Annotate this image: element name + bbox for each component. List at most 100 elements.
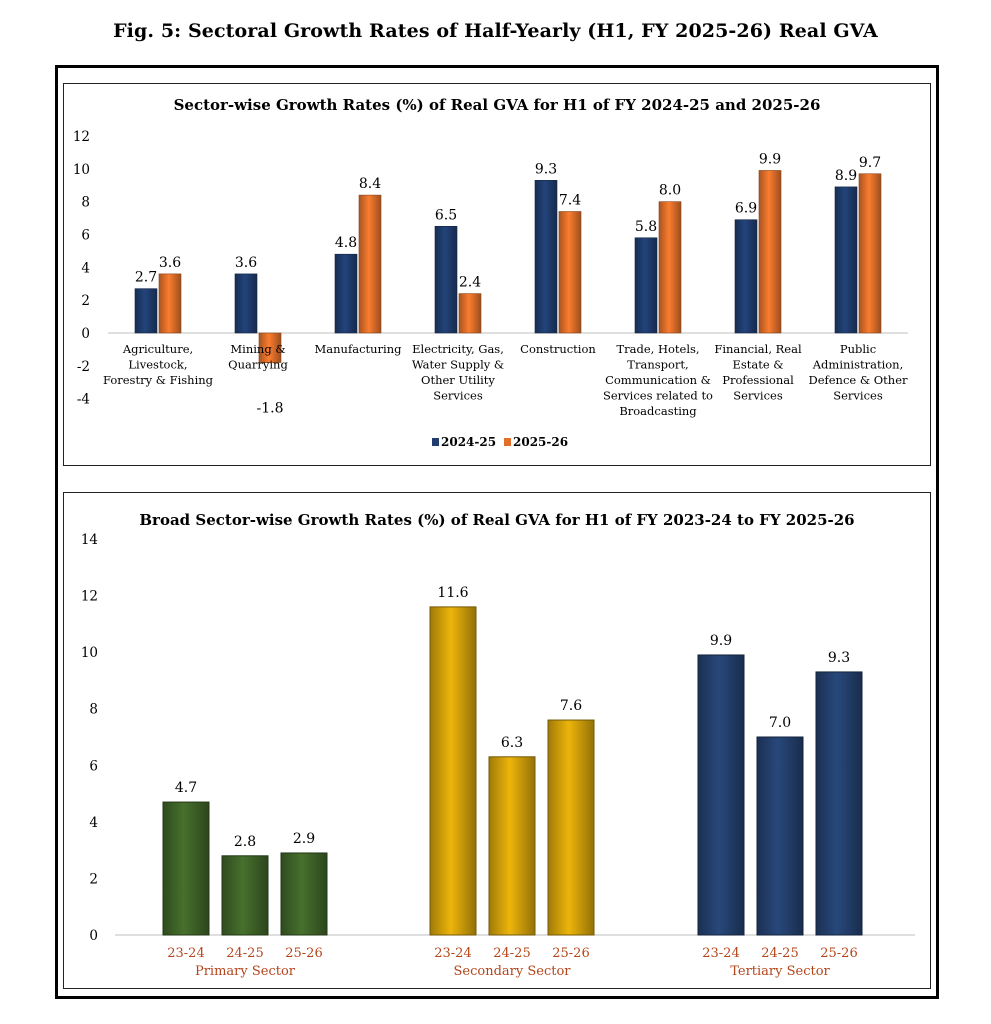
category-label: Agriculture, [122, 342, 193, 356]
category-label: Services [733, 389, 783, 403]
bar-2024-25 [134, 288, 158, 334]
data-label: 8.0 [659, 183, 681, 199]
data-label: 4.8 [335, 235, 357, 251]
bar-25-26 [280, 852, 328, 936]
year-label: 24-25 [493, 946, 530, 961]
category-label: Estate & [732, 358, 783, 372]
category-label: Services [433, 389, 483, 403]
category-label: Mining & [230, 342, 285, 356]
data-label: 9.9 [710, 633, 732, 649]
bar-2025-26 [158, 273, 182, 334]
y-tick-label: 6 [89, 758, 98, 774]
category-label: Professional [722, 373, 794, 387]
data-label: 9.7 [859, 155, 881, 171]
data-label: 2.7 [135, 270, 157, 286]
y-tick-label: 4 [89, 815, 98, 831]
bar-24-25 [756, 736, 804, 936]
y-tick-label: 10 [81, 645, 98, 661]
y-tick-label: 8 [89, 702, 98, 718]
bar-2025-26 [558, 211, 582, 334]
bar-23-24 [697, 654, 745, 936]
category-label: Public [840, 342, 876, 356]
y-tick-label: 4 [81, 260, 90, 276]
legend-swatch-2024-25 [432, 438, 439, 446]
bar-23-24 [162, 801, 210, 936]
category-label: Construction [520, 342, 596, 356]
sector-chart-panel [63, 83, 931, 466]
bar-2025-26 [358, 194, 382, 334]
bar-24-25 [488, 756, 536, 936]
category-label: Manufacturing [315, 342, 403, 356]
y-tick-label: 2 [81, 293, 90, 309]
legend-label: 2025-26 [513, 435, 568, 449]
data-label: 9.3 [535, 161, 557, 177]
figure-frame [55, 65, 939, 999]
legend-swatch-2025-26 [504, 438, 511, 446]
data-label: 2.9 [293, 831, 315, 847]
bar-2025-26 [758, 170, 782, 334]
legend-label: 2024-25 [441, 435, 496, 449]
data-label: -1.8 [257, 401, 284, 417]
year-label: 25-26 [285, 946, 322, 961]
data-label: 3.6 [159, 255, 181, 271]
y-tick-label: -4 [77, 392, 90, 408]
data-label: 3.6 [235, 255, 257, 271]
y-tick-label: 14 [81, 532, 98, 548]
category-label: Services [833, 389, 883, 403]
y-tick-label: 12 [73, 129, 90, 145]
data-label: 5.8 [635, 219, 657, 235]
data-label: 6.3 [501, 735, 523, 751]
data-label: 6.9 [735, 201, 757, 217]
y-tick-label: 12 [81, 589, 98, 605]
year-label: 24-25 [226, 946, 263, 961]
data-label: 9.9 [759, 151, 781, 167]
chart-title: Sector-wise Growth Rates (%) of Real GVA… [174, 96, 821, 114]
bar-2024-25 [234, 273, 258, 334]
year-label: 24-25 [761, 946, 798, 961]
bar-23-24 [429, 606, 477, 936]
sector-group-label: Primary Sector [195, 964, 296, 979]
data-label: 2.4 [459, 275, 481, 291]
bar-2024-25 [734, 219, 758, 334]
bar-2025-26 [258, 332, 282, 363]
bar-2024-25 [834, 186, 858, 334]
year-label: 23-24 [702, 946, 739, 961]
category-label: Transport, [627, 358, 688, 372]
category-label: Forestry & Fishing [103, 373, 214, 387]
y-tick-label: 2 [89, 871, 98, 887]
sector-group-label: Secondary Sector [454, 964, 572, 979]
year-label: 23-24 [434, 946, 471, 961]
bar-2025-26 [458, 293, 482, 334]
y-tick-label: 8 [81, 195, 90, 211]
bar-25-26 [547, 719, 595, 936]
category-label: Other Utility [421, 373, 495, 387]
data-label: 2.8 [234, 834, 256, 850]
category-label: Livestock, [128, 358, 187, 372]
bar-2025-26 [658, 201, 682, 334]
bar-2024-25 [534, 180, 558, 334]
data-label: 8.9 [835, 168, 857, 184]
category-label: Financial, Real [714, 342, 802, 356]
data-label: 11.6 [437, 585, 468, 601]
data-label: 7.4 [559, 193, 581, 209]
category-label: Quarrying [228, 358, 288, 372]
y-tick-label: -2 [77, 359, 90, 375]
data-label: 6.5 [435, 207, 457, 223]
category-label: Water Supply & [412, 358, 504, 372]
data-label: 9.3 [828, 650, 850, 666]
figure-title: Fig. 5: Sectoral Growth Rates of Half-Ye… [113, 20, 878, 42]
category-label: Broadcasting [619, 404, 697, 418]
category-label: Services related to [603, 389, 713, 403]
category-label: Communication & [605, 373, 711, 387]
data-label: 7.6 [560, 698, 582, 714]
year-label: 23-24 [167, 946, 204, 961]
y-tick-label: 10 [73, 162, 90, 178]
y-tick-label: 6 [81, 228, 90, 244]
category-label: Administration, [812, 358, 904, 372]
bar-2024-25 [334, 253, 358, 334]
category-label: Defence & Other [808, 373, 908, 387]
y-tick-label: 0 [81, 326, 90, 342]
bar-2025-26 [858, 173, 882, 334]
data-label: 8.4 [359, 176, 381, 192]
